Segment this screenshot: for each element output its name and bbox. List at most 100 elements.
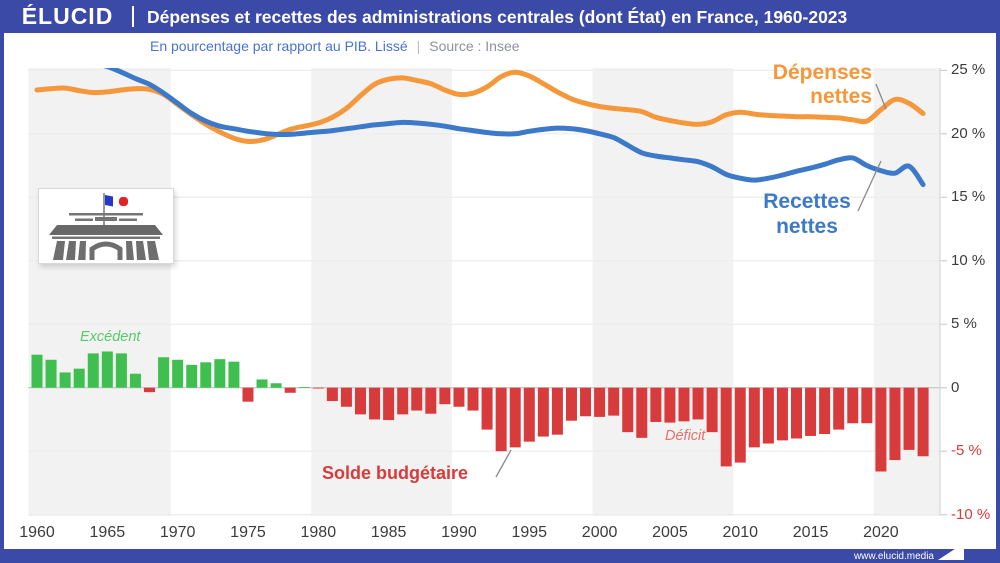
revenue-label-connector xyxy=(857,160,882,212)
budget-balance-bar xyxy=(312,387,324,389)
expenses-series-label: Dépenses nettes xyxy=(772,61,872,108)
budget-balance-bar xyxy=(467,387,479,411)
y-axis-label: -10 % xyxy=(951,505,991,523)
budget-balance-bar xyxy=(594,387,606,417)
y-axis-label: 10 % xyxy=(951,251,986,269)
budget-balance-bar xyxy=(889,387,901,461)
budget-balance-bar xyxy=(326,387,338,402)
subtitle-row: En pourcentage par rapport au PIB. Lissé… xyxy=(150,38,520,54)
elucid-logo: ÉLUCID xyxy=(21,3,114,29)
budget-balance-bar xyxy=(692,387,704,420)
budget-balance-bar xyxy=(917,387,929,457)
budget-balance-bar xyxy=(228,361,240,388)
elucid-arrow-icon xyxy=(938,543,964,560)
budget-balance-bar xyxy=(664,387,676,423)
budget-balance-bar xyxy=(284,387,296,393)
website-url: www.elucid.media xyxy=(853,551,934,562)
budget-balance-bar xyxy=(158,357,170,388)
budget-balance-bar xyxy=(354,387,366,415)
x-axis-label: 1965 xyxy=(89,524,126,541)
x-axis-label: 2000 xyxy=(581,524,618,541)
header-bar: ÉLUCID Dépenses et recettes des administ… xyxy=(0,0,1000,33)
budget-balance-bar xyxy=(73,368,85,388)
budget-balance-bar xyxy=(298,387,310,388)
budget-balance-bar xyxy=(200,362,212,388)
y-axis-label: 5 % xyxy=(951,315,977,333)
budget-balance-bar xyxy=(706,387,718,433)
budget-balance-bar xyxy=(495,387,507,452)
x-axis-label: 1980 xyxy=(300,524,337,541)
x-axis-label: 1960 xyxy=(19,524,55,541)
source-label: Source : Insee xyxy=(429,38,520,54)
balance-label-connector xyxy=(495,449,512,478)
assemblee-nationale-icon xyxy=(49,193,163,260)
budget-balance-bar xyxy=(805,387,817,436)
budget-balance-bar xyxy=(622,387,634,433)
budget-balance-bar xyxy=(411,387,423,411)
subtitle-separator: | xyxy=(416,38,421,54)
budget-balance-bar xyxy=(861,387,873,424)
x-axis-label: 2020 xyxy=(863,524,899,541)
budget-balance-bar xyxy=(791,387,803,439)
budget-balance-bar xyxy=(734,387,746,463)
budget-balance-bar xyxy=(678,387,690,422)
budget-balance-bar xyxy=(425,387,437,414)
decade-band xyxy=(28,68,171,516)
budget-balance-bar xyxy=(776,387,788,441)
budget-balance-bar xyxy=(242,387,254,402)
budget-balance-bar xyxy=(214,359,226,388)
page-title: Dépenses et recettes des administrations… xyxy=(147,7,848,27)
budget-balance-bar xyxy=(439,387,451,405)
x-axis-label: 1975 xyxy=(230,524,266,541)
y-axis-label: 15 % xyxy=(951,188,986,206)
header-separator xyxy=(132,6,134,27)
budget-balance-bar xyxy=(256,379,268,388)
subtitle-description: En pourcentage par rapport au PIB. Lissé xyxy=(150,38,408,54)
budget-balance-bar xyxy=(537,387,549,437)
budget-balance-bar xyxy=(551,387,563,435)
budget-balance-bar xyxy=(453,387,465,407)
budget-balance-bar xyxy=(847,387,859,424)
budget-balance-bar xyxy=(59,372,71,388)
budget-balance-bar xyxy=(650,387,662,422)
budget-balance-bar xyxy=(144,387,156,393)
decade-band xyxy=(592,68,734,516)
revenue-line xyxy=(103,68,926,188)
budget-balance-bar xyxy=(903,387,915,450)
surplus-label: Excédent xyxy=(80,329,141,345)
budget-balance-label: Solde budgétaire xyxy=(322,463,469,483)
budget-balance-bar xyxy=(608,387,620,416)
revenue-series-label: Recettes nettes xyxy=(763,190,851,238)
budget-balance-bar xyxy=(509,387,521,448)
x-axis-label: 1990 xyxy=(441,524,477,541)
budget-balance-bar xyxy=(875,387,887,472)
budget-balance-bar xyxy=(186,364,198,388)
budget-balance-bar xyxy=(580,387,592,417)
budget-balance-bar xyxy=(129,373,141,388)
y-axis-label: 0 xyxy=(951,378,960,396)
budget-balance-bar xyxy=(115,353,127,388)
x-axis-label: 1985 xyxy=(370,524,407,541)
parliament-illustration xyxy=(38,188,174,264)
budget-balance-bar xyxy=(340,387,352,407)
budget-balance-bar xyxy=(369,387,381,420)
budget-balance-bar xyxy=(87,353,99,388)
budget-balance-bar xyxy=(270,383,282,388)
budget-balance-bar xyxy=(565,387,577,421)
expenses-label-connector xyxy=(875,83,887,110)
budget-balance-bar xyxy=(748,387,760,448)
budget-balance-bar xyxy=(45,359,57,388)
deficit-label: Déficit xyxy=(665,428,706,444)
budget-balance-bar xyxy=(172,359,184,388)
x-axis-label: 1995 xyxy=(511,524,548,541)
budget-balance-bar xyxy=(819,387,831,435)
x-axis-label: 2010 xyxy=(722,524,759,541)
budget-balance-bar xyxy=(481,387,493,430)
budget-balance-bar xyxy=(397,387,409,415)
budget-balance-bar xyxy=(833,387,845,430)
y-axis-label: -5 % xyxy=(951,442,982,460)
budget-balance-bar xyxy=(762,387,774,444)
budget-balance-bar xyxy=(31,354,43,388)
budget-balance-bar xyxy=(101,351,113,388)
